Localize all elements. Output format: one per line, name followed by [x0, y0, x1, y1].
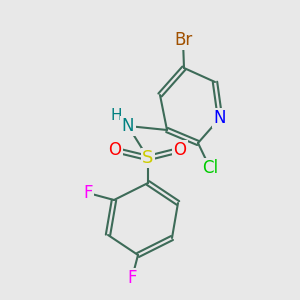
Text: N: N [214, 109, 226, 127]
Text: S: S [142, 149, 154, 167]
Text: O: O [109, 141, 122, 159]
Text: Br: Br [174, 31, 192, 49]
Text: F: F [83, 184, 93, 202]
Text: Cl: Cl [202, 159, 218, 177]
Text: O: O [173, 141, 187, 159]
Text: N: N [122, 117, 134, 135]
Text: H: H [110, 109, 122, 124]
Text: F: F [127, 269, 137, 287]
